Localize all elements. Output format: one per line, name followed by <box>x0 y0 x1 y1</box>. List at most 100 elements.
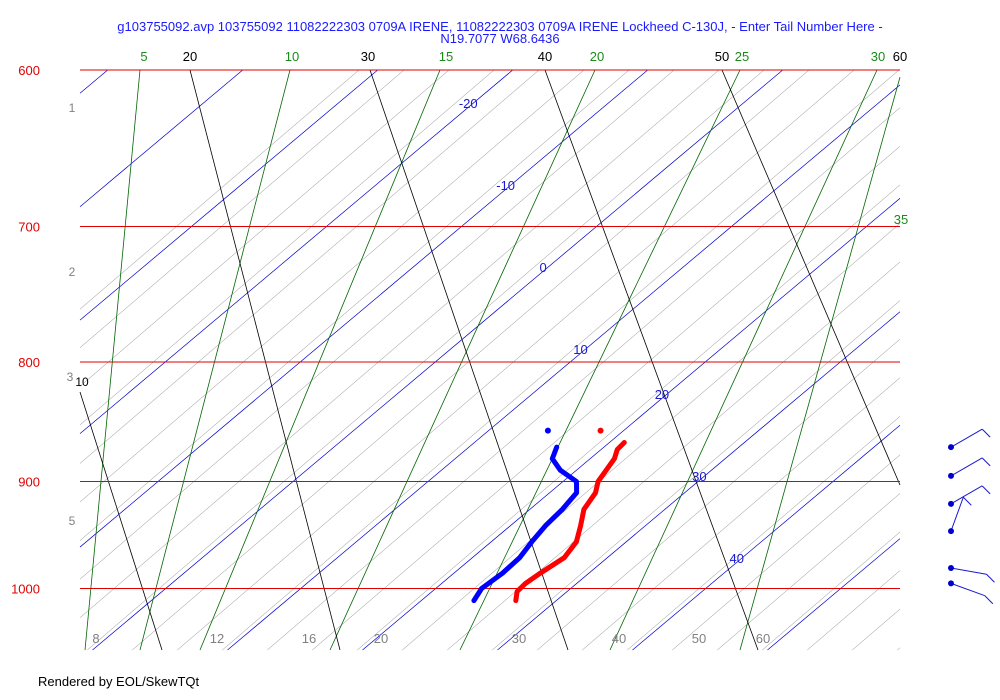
mixing-ratio-line <box>79 69 585 503</box>
dry-adiabat-line <box>721 69 901 486</box>
mixing-ratio-line <box>79 69 495 426</box>
mixing-ratio-line <box>357 184 901 651</box>
dewpoint-profile-line <box>471 444 580 604</box>
isobar-label: 1000 <box>11 581 40 596</box>
moist-adiabat-label: 10 <box>285 49 299 64</box>
isotherm-line <box>227 84 901 651</box>
dry-adiabat-line <box>189 69 341 651</box>
isotherm-line <box>767 538 901 651</box>
isotherm-line <box>497 311 901 651</box>
dry-adiabat-label: 10 <box>75 375 89 389</box>
wind-barbs <box>948 428 995 605</box>
moist-adiabat-label: 25 <box>735 49 749 64</box>
moist-adiabat-line <box>609 69 878 651</box>
wind-barb <box>948 457 991 479</box>
isotherm-line <box>92 69 783 651</box>
mixing-ratio-lines <box>79 69 901 651</box>
mixing-ratio-line <box>222 69 900 651</box>
isotherm-label: 0 <box>539 260 546 275</box>
height-label-km: 3 <box>67 370 74 384</box>
mixing-ratio-label: 50 <box>692 631 706 646</box>
mixing-ratio-label: 40 <box>612 631 626 646</box>
height-label-km: 1 <box>69 101 76 115</box>
moist-adiabat-label: 35 <box>894 212 908 227</box>
isotherm-label: -10 <box>496 178 515 193</box>
isobar-label: 800 <box>18 355 40 370</box>
mixing-ratio-label: 20 <box>374 631 388 646</box>
dry-adiabat-label: 30 <box>361 49 375 64</box>
wind-barb <box>948 580 994 605</box>
mixing-ratio-line <box>312 146 901 651</box>
isotherm-line <box>632 424 901 651</box>
render-credit: Rendered by EOL/SkewTQt <box>38 674 200 689</box>
mixing-ratio-line <box>79 69 720 618</box>
moist-adiabat-line <box>199 69 441 651</box>
mixing-ratio-line <box>79 69 540 464</box>
mixing-ratio-line <box>717 493 901 651</box>
moist-adiabat-line <box>459 69 741 651</box>
mixing-ratio-label: 60 <box>756 631 770 646</box>
height-label-km: 2 <box>69 265 76 279</box>
dewpoint-point <box>544 427 551 434</box>
moist-adiabat-line <box>84 69 141 651</box>
moist-adiabat-line <box>739 77 901 651</box>
mixing-ratio-line <box>762 531 901 651</box>
dry-adiabat-label: 20 <box>183 49 197 64</box>
isotherm-label: 20 <box>655 387 669 402</box>
temperature-profile-line <box>513 440 627 604</box>
mixing-ratio-line <box>897 647 901 651</box>
mixing-ratio-line <box>79 69 630 541</box>
isotherm-label: -20 <box>459 96 478 111</box>
isotherm-line <box>79 69 108 94</box>
mixing-ratio-line <box>807 570 901 651</box>
moist-adiabat-line <box>329 69 596 651</box>
moist-adiabat-lines <box>84 69 901 651</box>
dry-adiabat-lines <box>79 69 901 651</box>
mixing-ratio-line <box>402 223 901 651</box>
isotherm-line <box>79 69 648 548</box>
mixing-ratio-line <box>267 107 901 651</box>
mixing-ratio-line <box>492 300 901 651</box>
moist-adiabat-label: 15 <box>439 49 453 64</box>
height-label-km: 5 <box>69 514 76 528</box>
isobar-lines <box>80 69 900 589</box>
mixing-ratio-line <box>87 69 765 651</box>
moist-adiabat-label: 20 <box>590 49 604 64</box>
mixing-ratio-label: 16 <box>302 631 316 646</box>
mixing-ratio-line <box>132 69 810 651</box>
isobar-label: 600 <box>18 63 40 78</box>
isobar-label: 700 <box>18 219 40 234</box>
isotherm-line <box>79 69 378 321</box>
dry-adiabat-label: 60 <box>893 49 907 64</box>
dry-adiabat-line <box>369 69 569 651</box>
mixing-ratio-label: 12 <box>210 631 224 646</box>
wind-barb <box>948 485 991 507</box>
isotherm-line <box>79 69 513 434</box>
dry-adiabat-line <box>544 69 759 651</box>
dry-adiabat-label: 40 <box>538 49 552 64</box>
wind-barb <box>948 564 995 583</box>
moist-adiabat-label: 5 <box>140 49 147 64</box>
mixing-ratio-line <box>672 454 901 651</box>
isotherm-lines <box>79 69 901 651</box>
mixing-ratio-line <box>852 608 901 651</box>
chart-title: g103755092.avp 103755092 11082222303 070… <box>117 19 883 34</box>
dry-adiabat-line <box>79 391 163 651</box>
wind-barb <box>948 428 991 451</box>
mixing-ratio-line <box>79 69 360 310</box>
isotherm-label: 10 <box>573 342 587 357</box>
mixing-ratio-line <box>79 69 675 580</box>
dry-adiabat-label: 50 <box>715 49 729 64</box>
mixing-ratio-line <box>79 69 405 348</box>
mixing-ratio-line <box>582 377 901 651</box>
isotherm-label: 30 <box>692 469 706 484</box>
moist-adiabat-label: 30 <box>871 49 885 64</box>
mixing-ratio-line <box>79 69 450 387</box>
mixing-ratio-label: 30 <box>512 631 526 646</box>
chart-subtitle-location: N19.7077 W68.6436 <box>440 31 560 46</box>
mixing-ratio-label: 8 <box>92 631 99 646</box>
isotherm-label: 40 <box>730 551 744 566</box>
moist-adiabat-line <box>139 69 291 651</box>
isobar-label: 900 <box>18 475 40 490</box>
